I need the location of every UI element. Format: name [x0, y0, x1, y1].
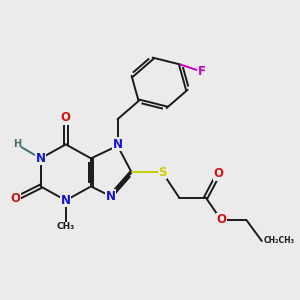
Text: H: H [13, 140, 21, 149]
Text: N: N [112, 138, 123, 151]
Text: N: N [106, 190, 116, 203]
Text: O: O [213, 167, 224, 180]
Text: O: O [216, 214, 226, 226]
Text: CH₂CH₃: CH₂CH₃ [263, 236, 294, 245]
Text: S: S [158, 166, 166, 179]
Text: F: F [198, 65, 206, 78]
Text: N: N [61, 194, 71, 207]
Text: O: O [61, 111, 71, 124]
Text: O: O [11, 193, 20, 206]
Text: CH₃: CH₃ [57, 223, 75, 232]
Text: N: N [36, 152, 46, 165]
